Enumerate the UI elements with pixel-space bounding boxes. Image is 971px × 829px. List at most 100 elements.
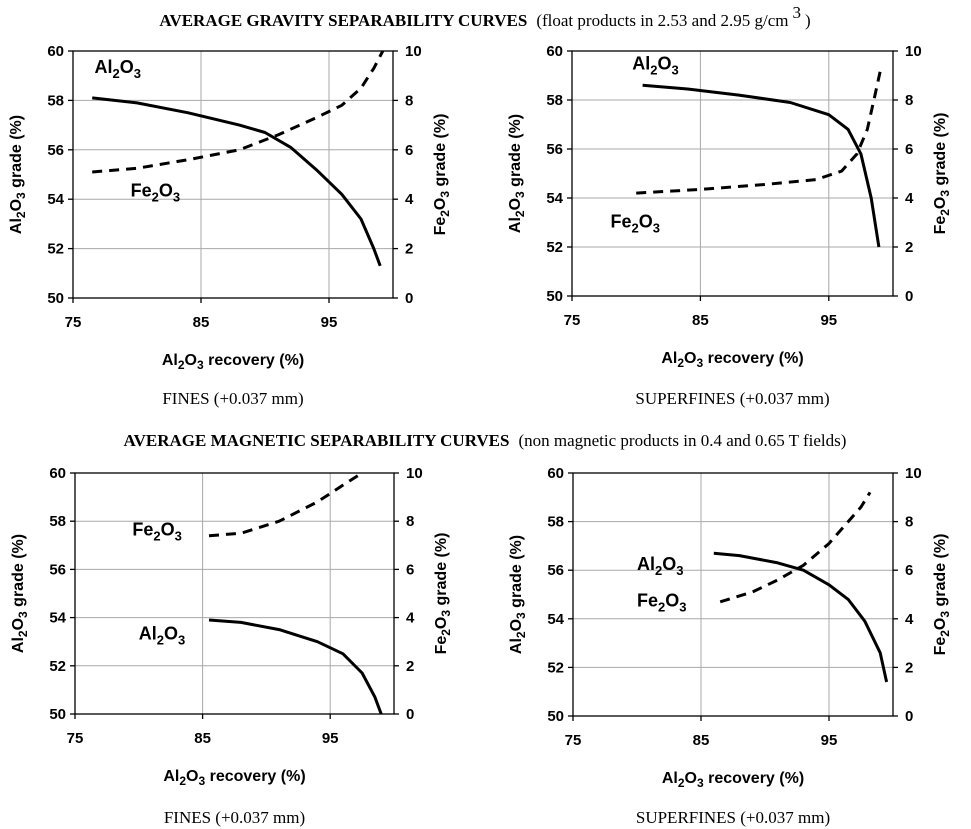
fe2o3-series-line — [636, 65, 883, 195]
fe2o3-series-label: Fe2​O3​ — [132, 520, 182, 544]
y-right-tick-label: 2 — [905, 659, 913, 676]
y-right-tick-label: 10 — [405, 43, 422, 60]
y-left-tick-label: 60 — [47, 43, 64, 60]
y-left-tick-label: 56 — [49, 561, 66, 578]
magnetic-section-title: AVERAGE MAGNETIC SEPARABILITY CURVES (no… — [124, 431, 847, 450]
y-right-tick-label: 2 — [405, 241, 413, 258]
y-right-tick-label: 2 — [905, 239, 913, 256]
plot-frame — [74, 472, 395, 715]
al2o3-series-line — [642, 83, 881, 248]
x-tick-label: 95 — [820, 312, 837, 329]
gravity-superfines-chart: 50 52 54 56 58 60 0 2 4 6 8 10 75 85 95 Al2​O3​ recover… — [507, 43, 952, 408]
fe2o3-series-line — [208, 471, 363, 538]
y-left-tick-label: 60 — [49, 465, 66, 482]
chart-caption: FINES (+0.037 mm) — [164, 808, 305, 827]
chart-caption: SUPERFINES (+0.037 mm) — [635, 389, 829, 408]
y-right-axis-label: Fe2​O3​ grade (%) — [433, 533, 453, 655]
x-tick-label: 75 — [565, 732, 582, 749]
magnetic-section-title-note: (non magnetic products in 0.4 and 0.65 T… — [518, 431, 846, 450]
y-right-tick-label: 0 — [405, 290, 413, 307]
fe2o3-series-line — [719, 491, 872, 604]
y-right-tick-label: 10 — [905, 465, 922, 482]
y-right-tick-label: 6 — [405, 142, 413, 159]
y-right-tick-label: 0 — [905, 288, 913, 305]
x-axis-label: Al2​O3​ recovery (%) — [661, 350, 803, 370]
y-right-tick-label: 8 — [405, 92, 413, 109]
y-right-tick-label: 0 — [905, 708, 913, 725]
y-right-tick-label: 4 — [905, 190, 914, 207]
plot-frame — [72, 50, 394, 299]
y-left-tick-label: 52 — [546, 239, 563, 256]
y-right-tick-label: 6 — [905, 562, 913, 579]
y-left-axis-label: Al2​O3​ grade (%) — [508, 535, 528, 654]
al2o3-series-line — [713, 551, 889, 683]
y-left-axis-label: Al2​O3​ grade (%) — [8, 115, 28, 234]
al2o3-series-label: Al2​O3​ — [637, 554, 683, 578]
y-left-axis-label: Al2​O3​ grade (%) — [10, 534, 30, 653]
gravity-section-title-bold: AVERAGE GRAVITY SEPARABILITY CURVES — [159, 11, 527, 30]
x-axis-label: Al2​O3​ recovery (%) — [163, 768, 305, 788]
gravity-section-title-tail: ) — [805, 11, 811, 30]
y-right-tick-label: 4 — [405, 191, 414, 208]
y-right-tick-label: 4 — [905, 611, 914, 628]
y-left-tick-label: 50 — [47, 290, 64, 307]
fe2o3-series-label: Fe2​O3​ — [637, 591, 687, 615]
fe2o3-series-line — [92, 50, 385, 174]
al2o3-series-label: Al2​O3​ — [95, 57, 141, 81]
y-right-tick-label: 2 — [406, 658, 414, 675]
al2o3-series-label: Al2​O3​ — [632, 53, 678, 77]
y-left-tick-label: 54 — [547, 611, 564, 628]
x-tick-label: 75 — [67, 730, 84, 747]
y-right-tick-label: 8 — [905, 514, 913, 531]
y-left-tick-label: 54 — [47, 191, 64, 208]
y-left-tick-label: 56 — [47, 142, 64, 159]
y-right-tick-label: 0 — [406, 706, 414, 723]
fe2o3-series-label: Fe2​O3​ — [131, 181, 181, 205]
y-left-tick-label: 50 — [49, 706, 66, 723]
y-left-tick-label: 58 — [546, 92, 563, 109]
x-tick-label: 95 — [321, 314, 338, 331]
x-axis-label: Al2​O3​ recovery (%) — [162, 352, 304, 372]
y-right-axis-label: Fe2​O3​ grade (%) — [432, 114, 452, 236]
plot-frame — [571, 50, 894, 297]
gravity-section-title-sup: 3 — [792, 3, 801, 22]
y-right-tick-label: 8 — [406, 513, 414, 530]
x-tick-label: 95 — [322, 730, 339, 747]
gravity-section-title: AVERAGE GRAVITY SEPARABILITY CURVES (flo… — [159, 3, 810, 30]
chart-caption: SUPERFINES (+0.037 mm) — [636, 808, 830, 827]
y-left-tick-label: 52 — [49, 658, 66, 675]
fe2o3-series-label: Fe2​O3​ — [611, 211, 661, 235]
y-left-tick-label: 50 — [547, 708, 564, 725]
y-right-tick-label: 6 — [905, 141, 913, 158]
al2o3-series-line — [208, 618, 383, 715]
y-left-tick-label: 58 — [47, 92, 64, 109]
y-left-tick-label: 60 — [546, 43, 563, 60]
x-tick-label: 95 — [821, 732, 838, 749]
chart-caption: FINES (+0.037 mm) — [162, 389, 303, 408]
x-tick-label: 85 — [692, 312, 709, 329]
y-left-tick-label: 58 — [49, 513, 66, 530]
y-right-tick-label: 4 — [406, 610, 415, 627]
y-right-tick-label: 10 — [406, 465, 423, 482]
gravity-section-title-note: (float products in 2.53 and 2.95 g/cm — [536, 11, 788, 30]
y-left-tick-label: 52 — [547, 659, 564, 676]
y-left-tick-label: 58 — [547, 514, 564, 531]
x-tick-label: 85 — [194, 730, 211, 747]
x-tick-label: 85 — [693, 732, 710, 749]
x-tick-label: 75 — [564, 312, 581, 329]
y-left-tick-label: 54 — [49, 610, 66, 627]
gravity-fines-chart: 50 52 54 56 58 60 0 2 4 6 8 10 75 85 95 Al2​O3​ recover… — [8, 43, 452, 408]
y-right-tick-label: 8 — [905, 92, 913, 109]
y-left-tick-label: 52 — [47, 241, 64, 258]
x-tick-label: 75 — [65, 314, 82, 331]
x-axis-label: Al2​O3​ recovery (%) — [662, 770, 804, 790]
plot-frame — [572, 472, 894, 717]
y-left-tick-label: 60 — [547, 465, 564, 482]
al2o3-series-line — [92, 96, 382, 267]
y-left-tick-label: 50 — [546, 288, 563, 305]
y-left-tick-label: 56 — [547, 562, 564, 579]
magnetic-superfines-chart: 50 52 54 56 58 60 0 2 4 6 8 10 75 85 95 Al2​O3​ recover… — [508, 465, 952, 827]
al2o3-series-label: Al2​O3​ — [139, 623, 185, 647]
x-tick-label: 85 — [193, 314, 210, 331]
